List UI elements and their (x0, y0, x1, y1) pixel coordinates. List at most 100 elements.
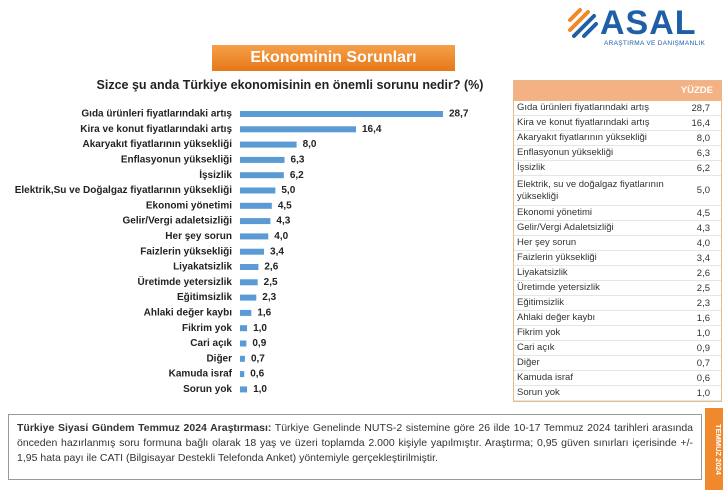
row-label: Sorun yok (517, 387, 560, 398)
row-value: 3,4 (696, 252, 710, 264)
value-label: 4,3 (276, 216, 290, 227)
row-label: Elektrik, su ve doğalgaz fiyatlarının yü… (517, 178, 664, 202)
bar (240, 172, 284, 179)
table-row: Fikrim yok 1,0 (514, 326, 721, 341)
footer-text: Türkiye Genelinde NUTS-2 sistemine göre … (17, 422, 694, 464)
logo-tagline: ARAŞTIRMA VE DANIŞMANLIK (604, 40, 706, 47)
table-row: İşsizlik 6,2 (514, 161, 721, 176)
table-row: Faizlerin yüksekliği 3,4 (514, 251, 721, 266)
row-value: 8,0 (696, 132, 710, 144)
bar (240, 371, 245, 378)
row-label: İşsizlik (517, 162, 545, 173)
value-label: 5,0 (281, 185, 295, 196)
table-row: Diğer 0,7 (514, 356, 721, 371)
row-label: Fikrim yok (517, 327, 561, 338)
row-value: 0,7 (696, 357, 710, 369)
bar (240, 248, 265, 255)
row-label: Diğer (517, 357, 540, 368)
category-label: Her şey sorun (165, 231, 232, 242)
row-value: 5,0 (696, 185, 710, 196)
chart: Gıda ürünleri fiyatlarındaki artış 28,7 Ki… (15, 109, 469, 395)
table: YÜZDE Gıda ürünleri fiyatlarındaki artış… (513, 80, 722, 402)
row-value: 1,6 (696, 312, 710, 324)
category-label: Üretimde yetersizlik (138, 275, 233, 288)
category-label: Diğer (206, 353, 232, 364)
table-row: Eğitimsizlik 2,3 (514, 296, 721, 311)
value-label: 6,2 (290, 170, 304, 181)
bar (240, 187, 276, 194)
table-header: YÜZDE (514, 81, 721, 101)
row-label: Her şey sorun (517, 237, 577, 248)
category-label: İşsizlik (199, 168, 232, 181)
row-value: 28,7 (691, 102, 711, 114)
category-label: Faizlerin yüksekliği (140, 246, 232, 257)
table-row: Her şey sorun 4,0 (514, 236, 721, 251)
value-label: 2,6 (264, 262, 278, 273)
table-row: Kira ve konut fiyatlarındaki artış 16,4 (514, 116, 721, 131)
category-label: Kira ve konut fiyatlarındaki artış (80, 124, 232, 135)
row-value: 1,0 (696, 327, 710, 339)
category-label: Gıda ürünleri fiyatlarındaki artış (81, 109, 232, 120)
table-row: Liyakatsizlik 2,6 (514, 266, 721, 281)
category-label: Kamuda israf (169, 369, 233, 380)
row-value: 4,3 (696, 222, 710, 234)
category-label: Elektrik,Su ve Doğalgaz fiyatlarının yük… (15, 185, 233, 196)
table-row: Gıda ürünleri fiyatlarındaki artış 28,7 (514, 101, 721, 116)
value-label: 16,4 (362, 124, 382, 135)
value-label: 8,0 (303, 139, 317, 150)
value-label: 0,6 (250, 369, 264, 380)
table-row: Akaryakıt fiyatlarının yüksekliği 8,0 (514, 131, 721, 146)
row-value: 4,0 (696, 237, 710, 249)
row-value: 4,5 (696, 207, 710, 219)
bar (240, 126, 356, 133)
category-label: Cari açık (190, 338, 232, 349)
bar (240, 111, 443, 117)
table-row: Enflasyonun yüksekliği 6,3 (514, 146, 721, 161)
table-row: Ahlaki değer kaybı 1,6 (514, 311, 721, 326)
row-label: Liyakatsizlik (517, 267, 568, 278)
row-label: Cari açık (517, 342, 555, 353)
value-label: 2,5 (264, 277, 278, 288)
category-label: Liyakatsizlik (173, 262, 232, 273)
table-row: Ekonomi yönetimi 4,5 (514, 206, 721, 221)
value-label: 1,0 (253, 384, 267, 395)
category-label: Ahlaki değer kaybı (144, 308, 233, 319)
row-value: 16,4 (691, 117, 711, 129)
bar (240, 218, 271, 225)
bar (240, 355, 245, 362)
bar (240, 309, 252, 316)
bar (240, 279, 258, 286)
logo-name: ASAL (600, 4, 697, 42)
row-label: Gıda ürünleri fiyatlarındaki artış (517, 102, 650, 113)
value-label: 0,9 (252, 338, 266, 349)
value-label: 1,6 (257, 308, 271, 319)
bar (240, 264, 259, 270)
row-label: Üretimde yetersizlik (517, 282, 600, 293)
category-label: Sorun yok (183, 384, 232, 395)
bar (240, 294, 257, 301)
table-row: Sorun yok 1,0 (514, 386, 721, 401)
bar (240, 325, 248, 332)
row-value: 2,3 (696, 297, 710, 309)
category-label: Akaryakıt fiyatlarının yüksekliği (82, 139, 232, 150)
table-row: Gelir/Vergi Adaletsizliği 4,3 (514, 221, 721, 236)
category-label: Fikrim yok (182, 323, 232, 334)
row-value: 6,3 (696, 147, 710, 159)
value-label: 1,0 (253, 323, 267, 334)
bar (240, 202, 272, 209)
row-value: 0,9 (696, 342, 710, 354)
value-label: 0,7 (251, 353, 265, 364)
row-label: Ahlaki değer kaybı (517, 312, 596, 323)
side-strip (705, 408, 723, 490)
table-row: Cari açık 0,9 (514, 341, 721, 356)
category-label: Ekonomi yönetimi (146, 200, 232, 211)
row-value: 2,6 (696, 267, 710, 279)
row-label: Gelir/Vergi Adaletsizliği (517, 222, 614, 233)
row-label: Akaryakıt fiyatlarının yüksekliği (517, 132, 647, 143)
table-row: Üretimde yetersizlik 2,5 (514, 281, 721, 296)
row-value: 6,2 (696, 162, 710, 174)
value-label: 28,7 (449, 109, 469, 120)
category-label: Enflasyonun yüksekliği (121, 155, 232, 166)
row-label: Ekonomi yönetimi (517, 207, 592, 218)
